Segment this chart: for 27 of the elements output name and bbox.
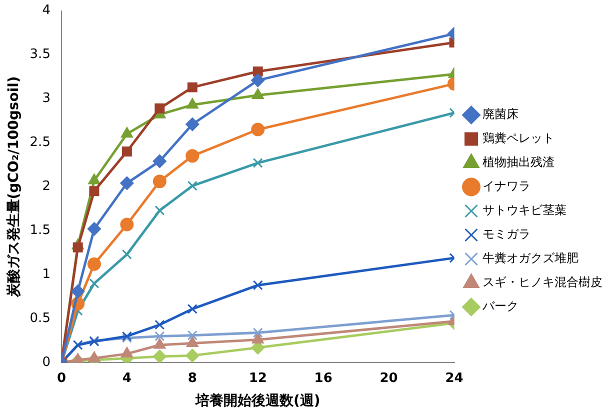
y-tick-label: 3.5: [30, 47, 50, 62]
legend-label: 鶏糞ペレット: [482, 131, 554, 146]
x-tick-label: 20: [380, 370, 398, 386]
x-tick-label: 0: [56, 370, 66, 386]
y-tick-label: 2: [42, 179, 50, 194]
x-tick-label: 12: [248, 370, 267, 386]
legend-label: モミガラ: [482, 227, 530, 242]
y-tick-label: 0: [42, 354, 50, 370]
y-tick-label: 1.5: [30, 223, 50, 238]
x-tick-label: 24: [445, 370, 464, 386]
x-tick-label: 16: [314, 370, 332, 386]
legend-label: 廃菌床: [482, 107, 518, 122]
y-tick-label: 1: [42, 267, 50, 282]
legend-label: 牛糞オガクズ堆肥: [482, 251, 578, 266]
y-tick-label: 2.5: [30, 135, 50, 150]
y-tick-label: 3: [42, 91, 50, 106]
x-tick-label: 8: [188, 370, 197, 386]
legend-label: サトウキビ茎葉: [482, 203, 566, 218]
y-tick-label: 4: [42, 3, 50, 18]
legend-label: バーク: [481, 299, 518, 314]
x-axis-title: 培養開始後週数(週): [194, 392, 320, 410]
y-axis-title: 炭酸ガス発生量(gCO₂/100gsoil): [6, 76, 22, 298]
y-tick-label: 0.5: [30, 311, 50, 326]
legend-label: イナワラ: [482, 179, 530, 194]
x-tick-label: 4: [122, 370, 132, 386]
legend-label: 植物抽出残渣: [482, 155, 554, 170]
legend-label: スギ・ヒノキ混合樹皮: [482, 275, 602, 290]
